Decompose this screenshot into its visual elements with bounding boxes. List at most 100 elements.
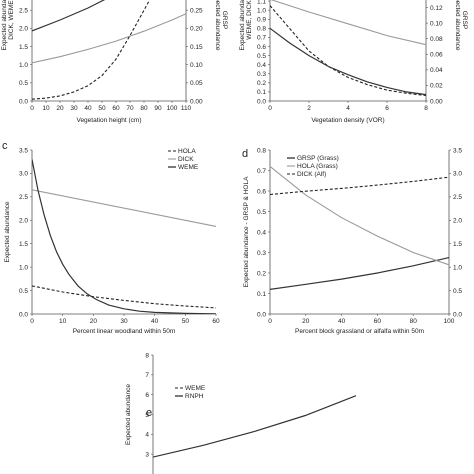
y-tick-label-right: 0.10 [190, 62, 203, 69]
y-tick-label: 1.5 [19, 44, 28, 51]
legend-label: DICK [178, 156, 194, 163]
panel-d: d0 20 40 60 80 1000.00.10.20.30.40.50.60.70.8… [242, 147, 462, 335]
y-axis-label-right: Expected abundance [454, 0, 461, 51]
legend-label: GRSP (Grass) [297, 155, 339, 162]
series-line [32, 0, 106, 32]
x-tick-label: 30 [70, 105, 78, 112]
x-tick-label: 0 [268, 318, 272, 325]
y-tick-label: 2.5 [19, 194, 28, 201]
x-tick-label: 60 [112, 105, 120, 112]
legend-label: HOLA (Grass) [297, 163, 338, 170]
series-line [270, 0, 427, 46]
series-line [32, 13, 187, 64]
y-tick-label-right: 0.06 [430, 52, 443, 59]
x-tick-label: 10 [42, 105, 50, 112]
x-tick-label: 40 [84, 105, 92, 112]
y-axis-label-right: GRSP [461, 11, 468, 29]
y-tick-label-right: 0.08 [430, 36, 443, 43]
y-tick-label-right: 0.12 [430, 5, 443, 12]
series-line-weme [32, 159, 217, 314]
series-line-hola [32, 285, 217, 309]
x-tick-label: 0 [30, 105, 34, 112]
y-tick-label: 2.5 [19, 7, 28, 14]
y-tick-label: 0.5 [19, 288, 28, 295]
legend-label: WEME [178, 164, 199, 171]
series-line-dick [32, 189, 217, 227]
y-tick-label-right: 0.5 [453, 288, 462, 295]
y-tick-label: 6 [145, 392, 149, 399]
y-tick-label-right: 0.10 [430, 20, 443, 27]
y-tick-label: 3.5 [19, 147, 28, 154]
y-tick-label: 0.9 [257, 17, 266, 24]
y-tick-label: 0.1 [257, 291, 266, 298]
series-line-dick-alf- [270, 176, 450, 196]
x-tick-label: 20 [56, 105, 64, 112]
x-tick-label: 50 [98, 105, 106, 112]
x-tick-label: 110 [181, 105, 192, 112]
x-axis-label: Percent linear woodland within 50m [73, 328, 176, 335]
y-tick-label: 0.8 [257, 26, 266, 33]
y-tick-label: 0.0 [257, 311, 266, 318]
series-line-grsp-grass- [270, 257, 450, 290]
series-line-hola-grass- [270, 165, 450, 266]
x-tick-label: 80 [140, 105, 148, 112]
y-tick-label: 0.8 [257, 147, 266, 154]
y-tick-label: 2.0 [19, 26, 28, 33]
x-tick-label: 20 [302, 318, 310, 325]
y-tick-label-right: 0.25 [190, 7, 203, 14]
y-tick-label: 0.0 [257, 98, 266, 105]
series-line [270, 5, 427, 97]
y-tick-label: 0.2 [257, 80, 266, 87]
y-axis-label-left: Expected abundance - GRSP & HOLA [243, 176, 250, 287]
y-tick-label-right: 2.0 [453, 218, 462, 225]
y-tick-label: 3.0 [19, 171, 28, 178]
y-axis-label-left: Expected abundance [125, 384, 132, 445]
y-tick-label: 0.4 [257, 229, 266, 236]
legend-label: WEME [185, 385, 206, 392]
series-line-rnph [153, 395, 357, 458]
x-axis-label: Percent block grassland or alfalfa withi… [295, 328, 424, 335]
x-tick-label: 20 [90, 318, 98, 325]
y-tick-label: 0.2 [257, 270, 266, 277]
x-tick-label: 60 [374, 318, 382, 325]
legend-label: RNPH [185, 393, 204, 400]
x-tick-label: 60 [212, 318, 220, 325]
legend: GRSP (Grass)HOLA (Grass)DICK (Alf) [287, 155, 339, 178]
panel-letter: d [242, 148, 248, 160]
y-axis-label-right: Expected abundance [214, 0, 221, 51]
x-tick-label: 0 [30, 318, 34, 325]
y-axis-label-left: DICK, WEME [8, 0, 15, 40]
y-tick-label-right: 1.5 [453, 241, 462, 248]
y-tick-label-right: 0.04 [430, 67, 443, 74]
panel-c: c 0 10 20 30 40 50 60 0.0 0.5 1.0 1.5 2.0 2.5 3.0 3.5 Pe… [2, 140, 220, 335]
x-tick-label: 30 [120, 318, 128, 325]
y-tick-label-right: 0.0 [453, 311, 462, 318]
y-tick-label: 7 [145, 372, 149, 379]
x-tick-label: 2 [307, 105, 311, 112]
x-tick-label: 80 [410, 318, 418, 325]
x-tick-label: 90 [154, 105, 162, 112]
x-tick-label: 10 [59, 318, 67, 325]
y-tick-label: 0.7 [257, 35, 266, 42]
y-tick-label-right: 0.02 [430, 83, 443, 90]
y-axis-label-right: GRSP [221, 11, 228, 29]
y-tick-label: 0.0 [19, 98, 28, 105]
series-line [270, 27, 427, 96]
y-tick-label-right: 3.5 [453, 147, 462, 154]
x-tick-label: 70 [126, 105, 134, 112]
y-tick-label: 0.4 [257, 62, 266, 69]
x-tick-label: 8 [424, 105, 428, 112]
x-tick-label: 100 [167, 105, 178, 112]
y-tick-label: 1.0 [19, 62, 28, 69]
legend-label: HOLA [178, 148, 196, 155]
y-tick-label: 8 [145, 352, 149, 359]
x-tick-label: 40 [338, 318, 346, 325]
x-tick-label: 50 [182, 318, 190, 325]
y-tick-label: 0.5 [257, 53, 266, 60]
panel-letter: c [2, 140, 8, 152]
y-tick-label: 4 [145, 432, 149, 439]
y-tick-label: 3 [145, 451, 149, 458]
